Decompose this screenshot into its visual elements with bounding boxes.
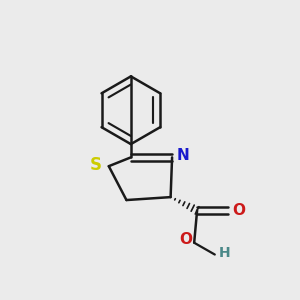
Text: S: S: [89, 156, 101, 174]
Text: O: O: [233, 203, 246, 218]
Text: H: H: [219, 246, 231, 260]
Text: N: N: [177, 148, 190, 164]
Text: O: O: [180, 232, 193, 247]
